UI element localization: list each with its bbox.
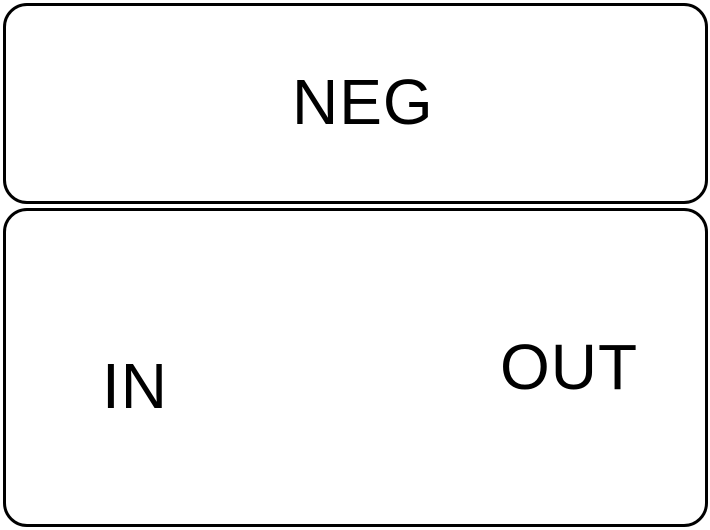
neg-block: NEG bbox=[3, 3, 708, 204]
out-label: OUT bbox=[500, 331, 639, 403]
neg-label: NEG bbox=[292, 66, 434, 138]
in-label: IN bbox=[102, 350, 168, 422]
io-block: IN OUT bbox=[3, 208, 708, 527]
